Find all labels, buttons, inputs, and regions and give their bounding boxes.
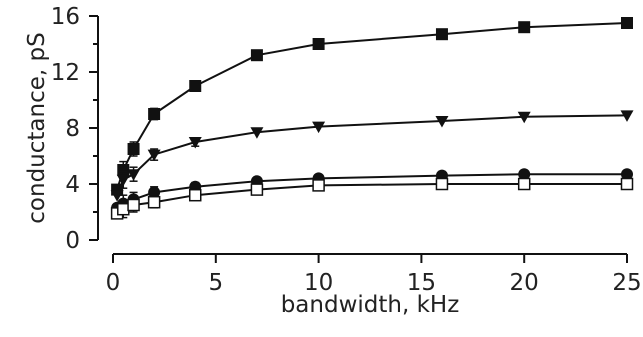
data-point bbox=[188, 137, 202, 149]
data-point bbox=[127, 143, 140, 155]
series-filled-triangle-down bbox=[110, 110, 634, 202]
data-point bbox=[435, 116, 449, 128]
series-layer bbox=[110, 17, 634, 220]
series-filled-square bbox=[111, 17, 633, 196]
data-point bbox=[250, 49, 263, 62]
x-tick-label: 0 bbox=[106, 270, 121, 296]
data-point bbox=[518, 168, 531, 181]
x-tick-label: 5 bbox=[208, 270, 223, 296]
data-point bbox=[147, 195, 161, 209]
data-point bbox=[435, 28, 448, 41]
data-point bbox=[312, 121, 326, 134]
data-point bbox=[250, 183, 264, 196]
data-point bbox=[147, 149, 161, 162]
y-tick-label: 8 bbox=[65, 116, 80, 142]
x-tick-label: 25 bbox=[612, 270, 641, 296]
x-ticks: 0 5 10 15 20 25 bbox=[106, 254, 642, 296]
data-point bbox=[621, 168, 633, 181]
x-axis-title: bandwidth, kHz bbox=[281, 292, 460, 318]
data-point bbox=[188, 188, 202, 202]
data-point bbox=[127, 198, 140, 212]
y-tick-label: 0 bbox=[65, 228, 80, 254]
data-point bbox=[518, 21, 531, 34]
x-tick-label: 10 bbox=[304, 270, 333, 296]
y-axis-title: conductance, pS bbox=[24, 32, 50, 223]
data-point bbox=[312, 179, 325, 192]
data-point bbox=[110, 190, 124, 202]
data-point bbox=[148, 186, 161, 199]
series-open-square bbox=[110, 177, 634, 220]
data-point bbox=[148, 108, 161, 120]
y-tick-label: 16 bbox=[51, 4, 80, 30]
x-tick-label: 15 bbox=[407, 270, 436, 296]
data-point bbox=[189, 80, 202, 92]
data-point bbox=[435, 177, 449, 191]
data-point bbox=[250, 127, 264, 139]
data-point bbox=[620, 177, 634, 191]
data-point bbox=[517, 177, 531, 191]
data-point bbox=[117, 164, 130, 176]
data-point bbox=[620, 110, 634, 122]
data-point bbox=[621, 17, 633, 29]
y-ticks: 0 4 8 12 16 bbox=[51, 4, 98, 254]
data-point bbox=[116, 174, 130, 187]
axes bbox=[97, 16, 627, 255]
data-point bbox=[127, 169, 141, 181]
data-point bbox=[312, 38, 325, 50]
data-point bbox=[117, 202, 130, 216]
x-tick-label: 20 bbox=[510, 270, 539, 296]
data-point bbox=[517, 111, 531, 124]
series-line bbox=[116, 22, 628, 190]
y-tick-label: 12 bbox=[51, 60, 80, 86]
y-tick-label: 4 bbox=[65, 172, 80, 198]
